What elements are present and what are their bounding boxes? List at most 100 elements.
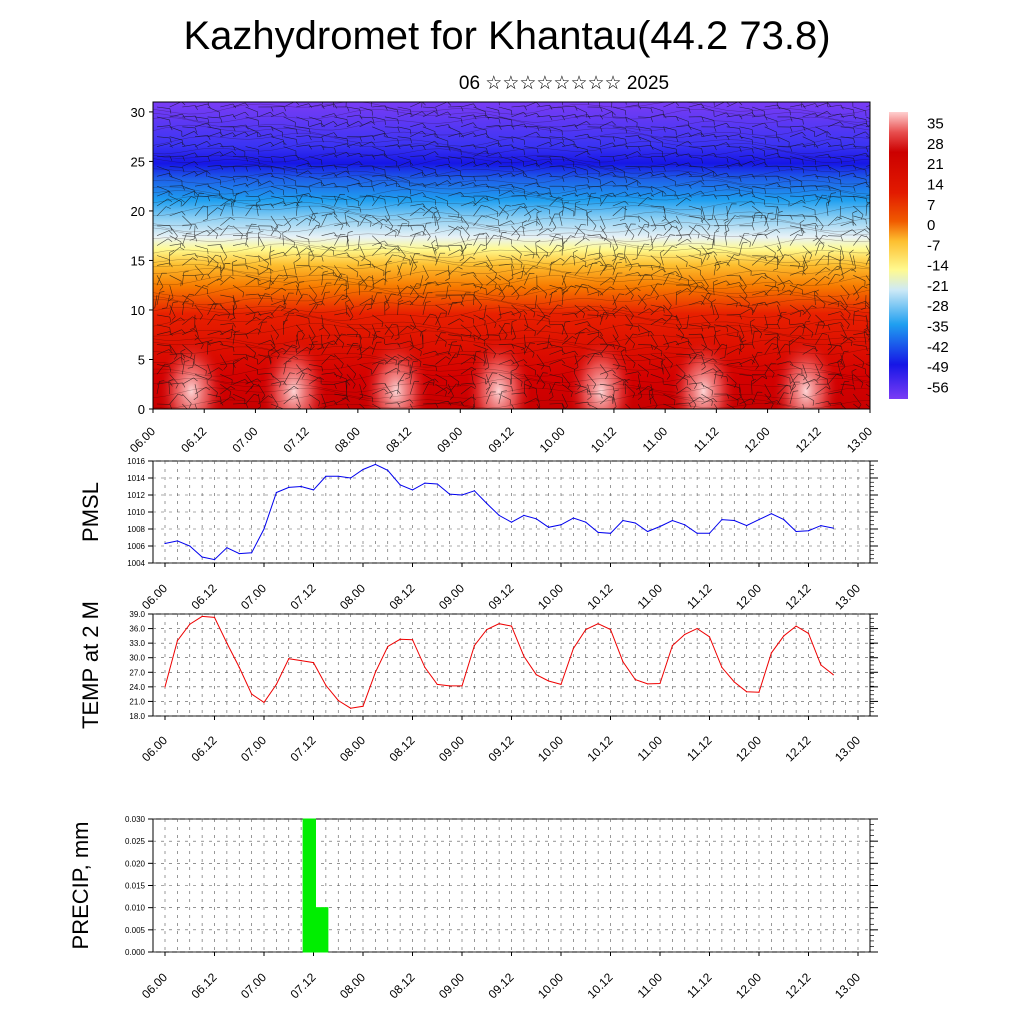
colorbar-label: 7 [927,197,935,214]
warm-surface-blob [464,336,533,409]
pmsl-point [708,532,711,534]
pmsl-point [213,559,216,561]
pmsl-point [696,532,698,534]
pmsl-point [374,463,376,465]
temp-point [337,699,339,702]
pmsl-point [350,477,352,479]
temp-point [647,683,649,685]
x-tick-label: 08.00 [337,970,368,1001]
precip-bar [315,907,329,953]
contour-line [153,299,870,313]
x-tick-label: 06.12 [178,424,209,455]
pmsl-point [523,514,525,517]
x-tick-label: 10.00 [537,424,568,455]
x-tick-label: 09.12 [485,424,516,455]
contour-line [153,173,870,186]
pmsl-point [399,484,401,486]
pmsl-point [535,518,537,520]
x-tick-label: 12.00 [733,970,764,1001]
y-tick-label: 5 [138,352,145,367]
warm-surface-blob [259,336,328,409]
temp-point [535,674,537,676]
temp-point [820,664,822,666]
x-tick-label: 07.00 [238,733,269,764]
x-tick-label: 13.00 [832,733,863,764]
temp-point [783,635,785,637]
y-tick-label: 1010 [127,508,145,517]
contour-line [153,330,870,345]
temp-point [708,636,711,638]
pmsl-point [671,519,673,522]
colorbar [889,112,908,399]
x-tick-label: 08.00 [337,733,368,764]
contour-line [153,140,870,155]
x-tick-label: 07.00 [238,970,269,1001]
y-tick-label: 1012 [127,491,145,500]
temp-point [213,616,216,619]
x-tick-label: 10.12 [584,733,615,764]
page-title: Kazhydromet for Khantau(44.2 73.8) [183,14,831,58]
warm-surface-blob [771,336,840,409]
y-tick-label: 1014 [127,474,145,483]
temp-point [275,683,277,686]
warm-surface-blob [669,336,738,409]
page-subtitle: 06 ☆☆☆☆☆☆☆☆ 2025 [458,73,670,94]
temp-point [411,639,414,641]
pmsl-point [832,527,834,529]
contour-line [153,195,870,211]
y-tick-label: 21.0 [129,697,145,706]
x-tick-label: 09.12 [485,970,516,1001]
temp-point [671,644,673,647]
x-tick-label: 09.00 [436,970,467,1001]
y-tick-label: 30 [131,105,145,120]
temp-point [684,633,686,636]
pmsl-point [411,489,414,491]
pmsl-point [609,532,612,534]
warm-surface-blob [362,336,431,409]
x-tick-label: 13.00 [832,581,863,612]
pmsl-point [337,475,339,477]
x-tick-label: 06.00 [139,581,170,612]
x-tick-label: 10.12 [588,424,619,455]
contour-line [153,267,870,281]
temp-point [795,625,797,627]
y-tick-label: 30.0 [129,654,145,663]
temp-point [486,628,488,631]
temp-point [746,691,748,693]
x-tick-label: 07.12 [287,581,318,612]
pmsl-point [325,475,327,477]
temp-point [832,674,834,676]
contour-line [153,205,870,217]
x-tick-label: 11.00 [635,581,666,612]
y-tick-label: 27.0 [129,668,145,677]
x-tick-label: 10.12 [584,970,615,1001]
contour-line [153,220,870,233]
x-tick-label: 09.00 [436,581,467,612]
y-tick-label: 0.005 [125,926,146,935]
pmsl-point [288,486,290,488]
pmsl-point [548,526,550,528]
warm-surface-blob [567,336,636,409]
colorbar-label: -56 [927,379,949,396]
x-tick-label: 11.00 [640,424,671,455]
x-tick-label: 10.00 [535,733,566,764]
pmsl-point [449,493,451,495]
pmsl-point [510,521,513,523]
temp-point [325,684,327,687]
temp-point [189,623,191,625]
temp-point [733,681,735,683]
temp-point [164,686,166,688]
colorbar-label: -14 [927,258,949,275]
y-tick-label: 0.020 [125,859,146,868]
temp-point [176,640,178,642]
precip-bar [302,818,316,953]
contour-line [153,189,870,202]
colorbar-label: 0 [927,217,935,234]
x-tick-label: 12.00 [733,733,764,764]
y-tick-label: 39.0 [129,610,145,619]
wind-barbs [153,102,870,409]
temp-point [548,680,550,682]
x-tick-label: 07.00 [229,424,260,455]
x-tick-label: 11.12 [684,581,715,612]
